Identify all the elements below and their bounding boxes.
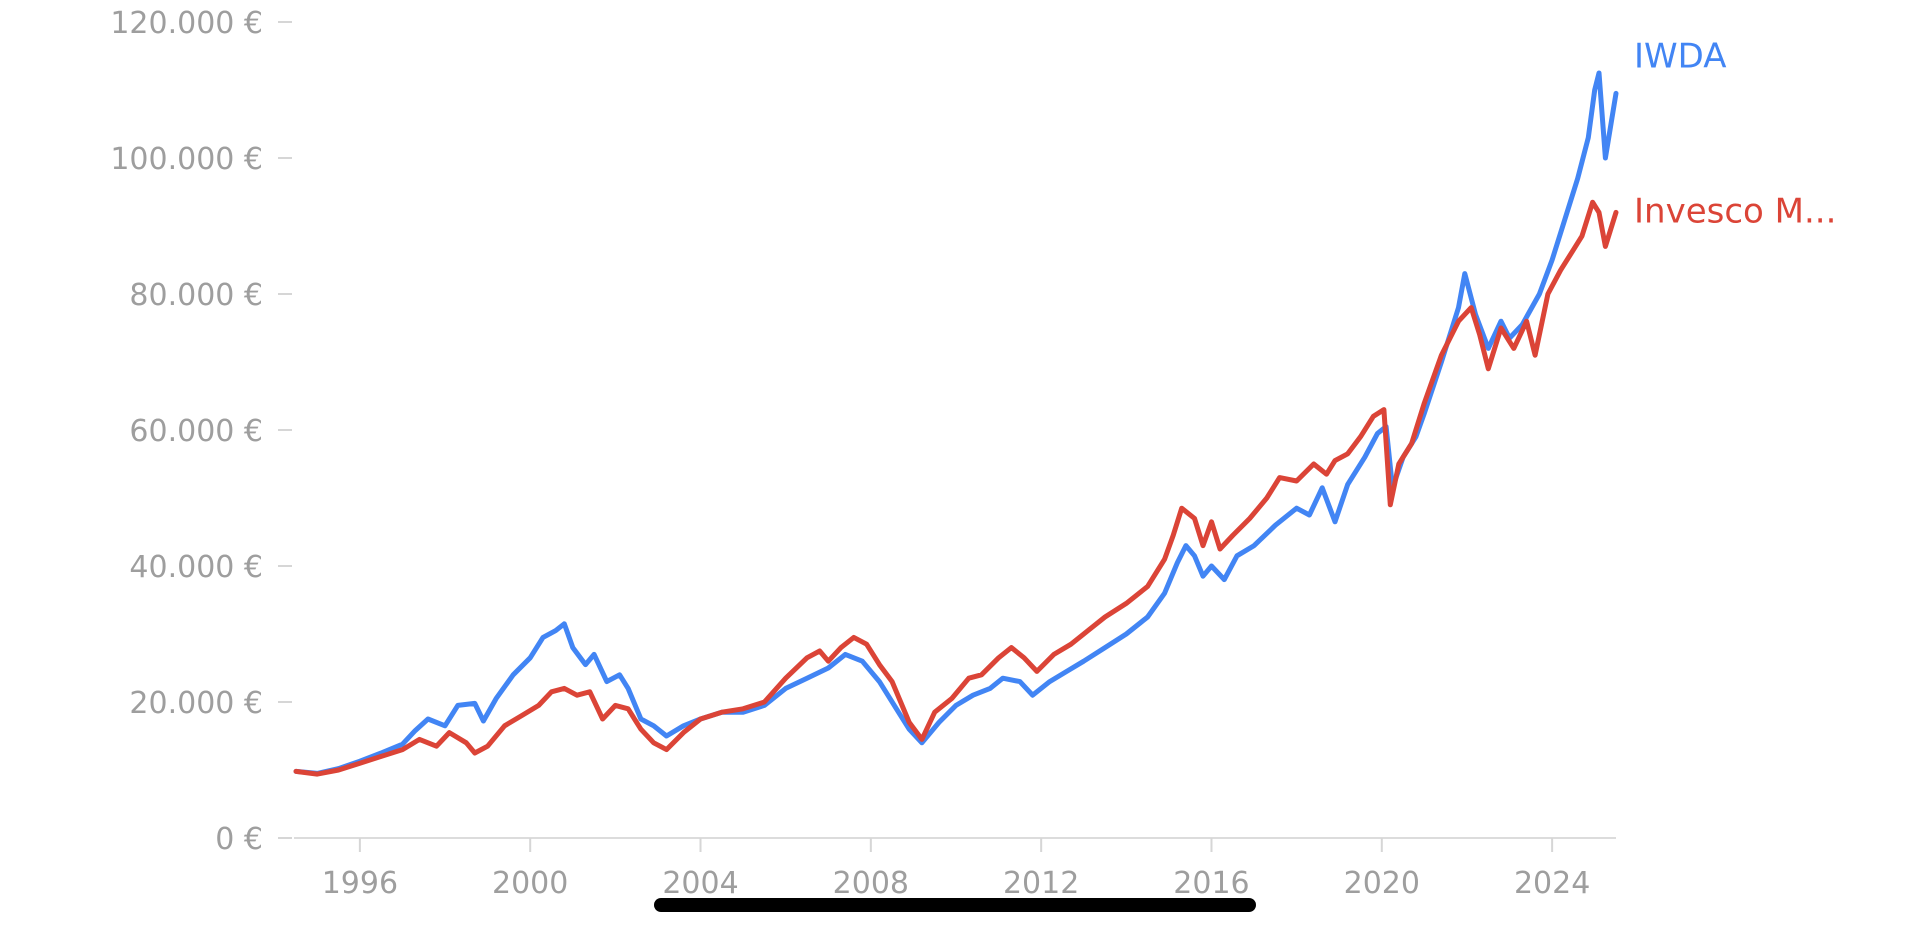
y-tick-label: 100.000 € [110,142,263,177]
series-layer [293,70,1619,777]
y-axis: 0 € 20.000 € 40.000 € 60.000 € 80.000 € 100.0… [110,6,292,857]
y-tick-label: 60.000 € [129,414,263,449]
y-tick-label: 0 € [215,822,263,857]
series-line-invesco [293,199,1619,777]
x-tick-label: 2020 [1344,866,1420,901]
series-label-iwda: IWDA [1634,36,1727,76]
x-tick-label: 2000 [492,866,568,901]
y-tick-label: 20.000 € [129,686,263,721]
x-axis: 1996 2000 2004 2008 2012 2016 2020 2024 [294,837,1616,901]
y-tick-label: 120.000 € [110,6,263,41]
y-tick-label: 40.000 € [129,550,263,585]
series-labels: IWDA Invesco M... [1634,36,1836,231]
x-tick-label: 2004 [662,866,738,901]
x-tick-label: 2024 [1514,866,1590,901]
series-line-iwda [293,70,1619,776]
x-tick-label: 2016 [1173,866,1249,901]
y-tick-label: 80.000 € [129,278,263,313]
home-indicator[interactable] [654,898,1256,912]
x-tick-label: 1996 [322,866,398,901]
series-label-invesco: Invesco M... [1634,191,1836,231]
x-tick-label: 2012 [1003,866,1079,901]
x-tick-label: 2008 [833,866,909,901]
